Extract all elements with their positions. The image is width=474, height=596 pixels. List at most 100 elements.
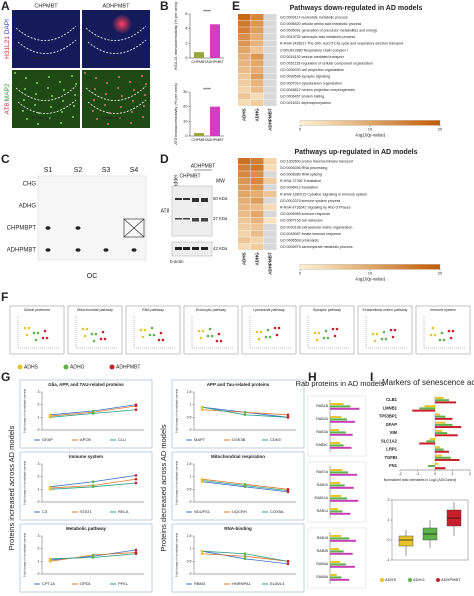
term-name: RNA splicing (302, 172, 322, 176)
bar (330, 510, 343, 513)
dot (103, 248, 109, 252)
micrograph (82, 70, 150, 128)
gene-label: LMNB1 (383, 405, 398, 410)
point (438, 338, 442, 342)
column-label: ADHS (242, 108, 247, 121)
y-tick-label: 1 (38, 415, 40, 419)
term-name: Signaling by Rho GTPases (307, 205, 350, 209)
scale-label: -log10(p-value) (355, 133, 386, 138)
row-label: CHG (23, 182, 37, 188)
legend-label: ADHS (24, 364, 39, 370)
point (27, 326, 31, 330)
heatmap-cell (264, 66, 277, 73)
term-id: R-HSA-72766 (280, 179, 302, 183)
bar (435, 421, 446, 424)
heatmap-cell (264, 20, 277, 27)
legend-label: NDUFS1 (194, 509, 211, 514)
panel-letter: A (1, 0, 10, 13)
bar (194, 52, 204, 58)
subpanel-title: Glia, APP, and TAU-related proteins (48, 382, 124, 387)
heatmap-cell (238, 73, 251, 80)
plot-title: Extracellular matrix pathway (363, 308, 408, 312)
scale-tick-label: 0 (299, 270, 302, 275)
signal (105, 93, 107, 95)
term-id: GO:0006091 (280, 28, 301, 32)
heatmap-cell (264, 14, 277, 21)
signal (96, 118, 98, 120)
point (243, 413, 247, 417)
point (371, 332, 375, 336)
heatmap-cell (251, 158, 264, 165)
plot-frame (365, 316, 408, 349)
scale-tick-label: 20 (438, 270, 443, 275)
legend-swatch (109, 364, 115, 370)
x-tick-label: CHPMBT (191, 60, 207, 64)
point (286, 416, 290, 419)
legend-label: CDK5 (270, 437, 281, 442)
signal (23, 99, 25, 101)
signal (24, 88, 26, 90)
point (393, 328, 397, 332)
heatmap-cell (251, 224, 264, 231)
term-id: GO:0007010 (280, 81, 301, 85)
point (243, 557, 247, 561)
heatmap-cell (251, 27, 264, 34)
point (273, 326, 277, 330)
point (243, 484, 247, 487)
point (90, 332, 94, 336)
bar (426, 440, 435, 443)
point (48, 488, 52, 491)
signal (35, 93, 37, 95)
scale-tick-label: 10 (368, 270, 373, 275)
plot-title: Mitochondrial pathway (77, 308, 113, 312)
heatmap-cell (264, 86, 277, 93)
term-label: GO:0007010 cytoskeleton organization (280, 81, 342, 85)
region-label: Dentate gyrus (102, 116, 124, 120)
category-label: RAB10 (317, 483, 328, 487)
panel-letter: G (1, 370, 10, 384)
signal (50, 106, 52, 108)
y-axis-label: Fold change of normalized intensity (175, 460, 179, 505)
band (192, 247, 199, 250)
term-name: carboxylic acid metabolic process (302, 35, 356, 39)
column-title: Proteins increased across AD models (7, 425, 16, 550)
heatmap-cell (251, 217, 264, 224)
term-name: RNA processing (302, 166, 328, 170)
heatmap-cell (264, 93, 277, 100)
band-label: 50 KDa (213, 196, 228, 201)
plot-title: Global proteome (24, 308, 51, 312)
point (91, 480, 95, 484)
x-tick-label: ADHPMBT (206, 60, 224, 64)
legend-label: ADHPMBT (441, 577, 461, 582)
legend-label: UQCRH (232, 509, 247, 514)
point (134, 474, 138, 477)
scale-tick-label: 20 (438, 126, 443, 131)
point (36, 331, 40, 335)
term-id: GO:0048812 (280, 88, 301, 92)
heatmap-cell (251, 73, 264, 80)
bar (424, 405, 435, 408)
column-label: ADHPMBT (268, 108, 273, 131)
legend-label: GSK3B (232, 437, 246, 442)
control-label: b-actin (170, 259, 184, 264)
point (48, 416, 52, 419)
point (200, 408, 204, 412)
signal (62, 100, 64, 102)
column-label: S4 (130, 167, 139, 174)
legend-label: APOE (80, 437, 91, 442)
signal (51, 95, 53, 97)
colorbar (299, 120, 441, 126)
heatmap-cell (238, 237, 251, 244)
point (215, 339, 219, 343)
term-label: GO:0045087 innate immune response (280, 232, 341, 236)
signal (26, 118, 28, 120)
bar (429, 438, 435, 441)
signal (145, 83, 147, 85)
heatmap-cell (238, 217, 251, 224)
y-tick-label: 0 (38, 428, 40, 432)
signal (120, 106, 122, 108)
point (382, 330, 386, 334)
signal (95, 77, 97, 79)
term-id: GO:0007155 (280, 219, 301, 223)
bar (412, 409, 435, 412)
